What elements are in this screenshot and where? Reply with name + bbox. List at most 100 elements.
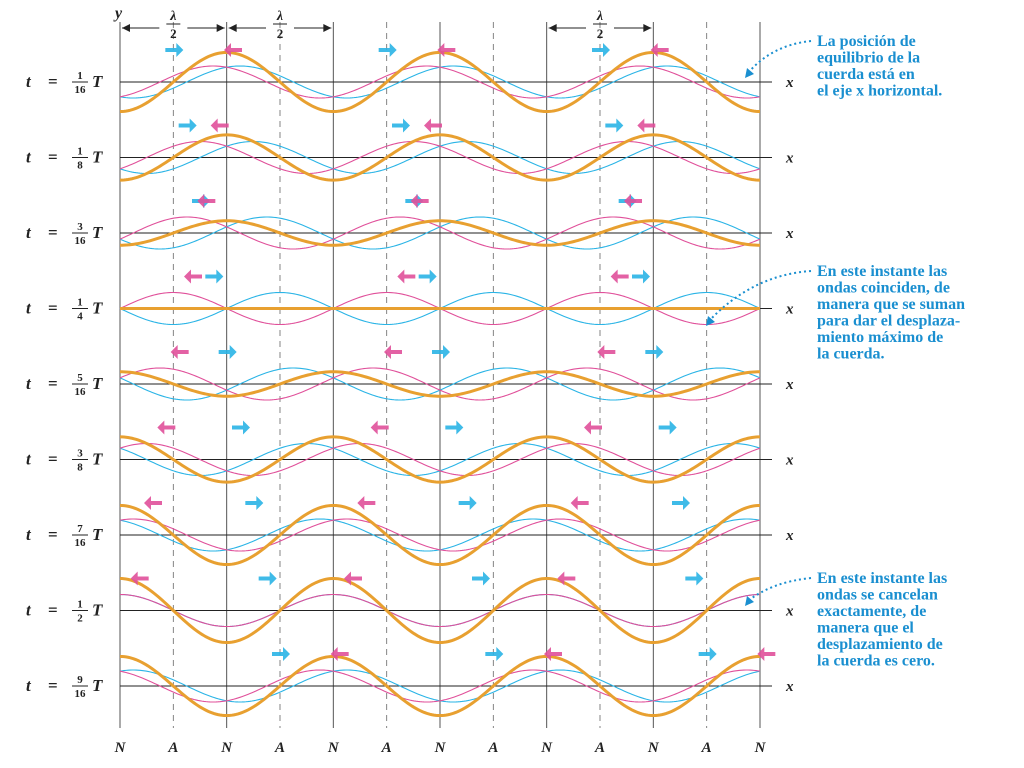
fraction-denominator: 16 xyxy=(75,235,87,247)
time-label: t = 1 16 T xyxy=(26,70,103,96)
fraction-numerator: 3 xyxy=(77,448,83,460)
annotation-pointer xyxy=(708,270,812,322)
left-arrow xyxy=(424,118,442,133)
right-arrow xyxy=(258,571,277,586)
fraction-denominator: 16 xyxy=(75,386,87,398)
time-row: x t = 1 8 T xyxy=(26,118,794,182)
time-label: t = 1 8 T xyxy=(26,146,103,172)
antinode-label: A xyxy=(167,740,178,756)
half-denominator: 2 xyxy=(597,26,604,41)
left-arrow xyxy=(397,269,416,284)
time-row: x t = 9 16 T xyxy=(26,647,794,718)
right-arrow xyxy=(658,420,677,435)
time-symbol: t xyxy=(26,148,32,167)
fraction-numerator: 5 xyxy=(77,372,83,384)
annotation-line: ondas coinciden, de xyxy=(817,280,950,297)
annotation-arrowhead xyxy=(706,316,715,326)
left-arrow xyxy=(330,647,349,661)
time-label: t = 5 16 T xyxy=(26,372,103,398)
node-label: N xyxy=(114,740,127,756)
antinode-label: A xyxy=(594,740,605,756)
x-axis-label: x xyxy=(785,679,794,695)
period-symbol: T xyxy=(92,601,103,620)
fraction-denominator: 4 xyxy=(77,311,83,323)
antinode-label: A xyxy=(274,740,285,756)
annotation-arrowhead xyxy=(745,596,754,606)
time-symbol: t xyxy=(26,525,32,544)
antinode-label: A xyxy=(381,740,392,756)
annotation-line: miento máximo de xyxy=(817,329,943,346)
time-row: x t = 5 16 T xyxy=(26,345,794,401)
standing-wave xyxy=(119,577,761,645)
right-arrow xyxy=(418,269,437,284)
time-symbol: t xyxy=(26,374,32,393)
left-traveling-wave xyxy=(119,65,761,99)
dimension-arrowhead xyxy=(122,24,130,32)
time-label: t = 7 16 T xyxy=(26,523,103,549)
period-symbol: T xyxy=(92,450,103,469)
time-row: x t = 7 16 T xyxy=(26,496,794,567)
right-arrow xyxy=(165,43,184,57)
node-label: N xyxy=(754,740,767,756)
equals-sign: = xyxy=(48,601,58,620)
period-symbol: T xyxy=(92,148,103,167)
left-arrow xyxy=(357,496,376,510)
annotation-arrowhead xyxy=(745,68,754,78)
lambda-symbol: λ xyxy=(169,9,176,24)
lambda-symbol: λ xyxy=(596,9,603,24)
dimension-arrowhead xyxy=(643,24,652,32)
fraction-denominator: 16 xyxy=(75,688,87,700)
equals-sign: = xyxy=(48,374,58,393)
time-row: x t = 3 16 T xyxy=(26,194,794,250)
x-axis-label: x xyxy=(785,453,794,469)
period-symbol: T xyxy=(92,299,103,318)
fraction-denominator: 2 xyxy=(77,613,83,625)
node-label: N xyxy=(220,740,233,756)
left-traveling-wave xyxy=(119,140,761,175)
annotation-line: desplazamiento de xyxy=(817,636,943,653)
annotation-line: manera que el xyxy=(817,620,914,637)
left-arrow xyxy=(157,420,176,435)
left-traveling-wave xyxy=(119,216,761,250)
time-label: t = 1 2 T xyxy=(26,599,103,625)
standing-wave xyxy=(119,370,761,398)
left-arrow xyxy=(637,118,656,133)
time-row: x t = 1 16 T xyxy=(26,43,794,114)
period-symbol: T xyxy=(92,223,103,242)
left-arrow xyxy=(184,269,202,284)
x-axis-label: x xyxy=(785,377,794,393)
right-arrow xyxy=(245,496,264,510)
equals-sign: = xyxy=(48,676,58,695)
right-arrow xyxy=(592,43,610,57)
right-arrow xyxy=(672,496,690,510)
left-arrow xyxy=(610,269,629,284)
fraction-denominator: 8 xyxy=(77,462,83,474)
fraction-numerator: 7 xyxy=(77,523,83,535)
node-label: N xyxy=(434,740,447,756)
right-arrow xyxy=(605,118,624,133)
fraction-denominator: 8 xyxy=(77,160,83,172)
fraction-numerator: 1 xyxy=(77,146,83,158)
period-symbol: T xyxy=(92,676,103,695)
x-axis-label: x xyxy=(785,528,794,544)
left-traveling-wave xyxy=(119,518,761,552)
right-arrow xyxy=(432,345,450,359)
left-arrow xyxy=(197,194,216,208)
annotation-line: exactamente, de xyxy=(817,603,926,620)
time-symbol: t xyxy=(26,450,32,469)
left-arrow xyxy=(224,43,242,57)
lambda-symbol: λ xyxy=(276,9,283,24)
antinode-label: A xyxy=(701,740,712,756)
equals-sign: = xyxy=(48,299,58,318)
annotation-line: para dar el desplaza- xyxy=(817,313,960,330)
annotation-line: manera que se suman xyxy=(817,296,965,313)
annotation-line: cuerda está en xyxy=(817,66,915,83)
right-arrow xyxy=(205,269,224,284)
fraction-numerator: 3 xyxy=(77,221,83,233)
annotation-line: En este instante las xyxy=(817,570,947,587)
x-axis-label: x xyxy=(785,151,794,167)
node-label: N xyxy=(647,740,660,756)
equals-sign: = xyxy=(48,148,58,167)
